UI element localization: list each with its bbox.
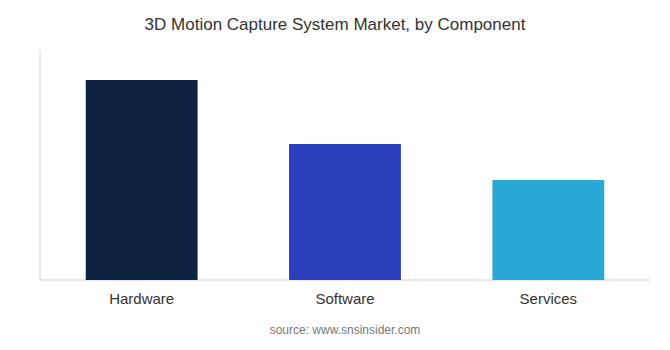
bar — [492, 180, 604, 280]
chart-svg: 3D Motion Capture System Market, by Comp… — [0, 0, 670, 350]
title: 3D Motion Capture System Market, by Comp… — [145, 15, 526, 34]
bar — [86, 80, 198, 280]
annotation: source: www.snsinsider.com — [270, 323, 421, 337]
x-tick-label: Services — [520, 290, 578, 307]
x-tick-label: Hardware — [109, 290, 174, 307]
y-axis-line — [40, 50, 41, 280]
x-tick-label: Software — [315, 290, 374, 307]
bars — [86, 80, 605, 280]
bar — [289, 144, 401, 280]
chart-container: 3D Motion Capture System Market, by Comp… — [0, 0, 670, 350]
